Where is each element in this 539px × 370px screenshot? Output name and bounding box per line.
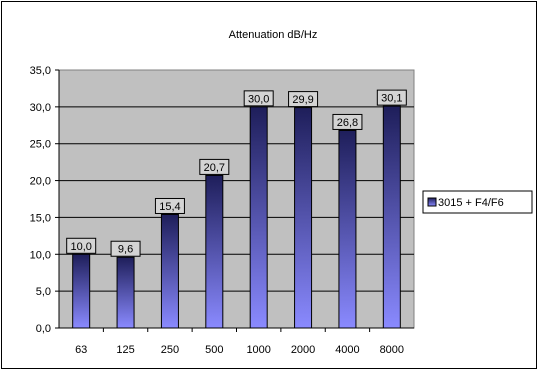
legend-swatch bbox=[427, 197, 437, 207]
bar bbox=[338, 129, 357, 329]
data-label: 15,4 bbox=[159, 201, 180, 213]
data-label-box bbox=[243, 90, 274, 107]
x-tick-label: 1000 bbox=[246, 344, 270, 356]
x-tick-label: 2000 bbox=[291, 344, 315, 356]
data-label-box bbox=[288, 91, 319, 108]
data-label: 30,1 bbox=[381, 93, 402, 105]
bar bbox=[116, 256, 135, 329]
y-tick-label: 35,0 bbox=[30, 65, 51, 77]
bar bbox=[249, 106, 268, 329]
bar bbox=[205, 174, 224, 329]
x-tick-label: 8000 bbox=[380, 344, 404, 356]
data-label: 20,7 bbox=[204, 162, 225, 174]
bar bbox=[382, 105, 401, 329]
y-tick-label: 10,0 bbox=[30, 249, 51, 261]
x-tick-label: 63 bbox=[75, 344, 87, 356]
bar bbox=[160, 213, 179, 329]
data-label-box bbox=[199, 158, 230, 175]
y-tick-label: 20,0 bbox=[30, 176, 51, 188]
y-tick-label: 15,0 bbox=[30, 212, 51, 224]
data-label: 10,0 bbox=[70, 241, 91, 253]
data-label-box bbox=[66, 237, 97, 254]
x-tick-label: 4000 bbox=[335, 344, 359, 356]
x-tick-label: 250 bbox=[161, 344, 179, 356]
legend-box bbox=[422, 190, 533, 214]
data-label: 29,9 bbox=[292, 94, 313, 106]
legend-label: 3015 + F4/F6 bbox=[438, 197, 504, 209]
y-tick-label: 30,0 bbox=[30, 102, 51, 114]
y-tick-label: 25,0 bbox=[30, 139, 51, 151]
chart-title: Attenuation dB/Hz bbox=[229, 29, 318, 41]
data-label-box bbox=[376, 89, 407, 106]
data-label-box bbox=[154, 197, 185, 214]
plot-area bbox=[58, 69, 415, 329]
data-label-box bbox=[332, 113, 363, 130]
data-label: 26,8 bbox=[337, 117, 358, 129]
x-tick-label: 500 bbox=[205, 344, 223, 356]
data-label-box bbox=[110, 240, 141, 257]
data-label: 30,0 bbox=[248, 93, 269, 105]
bar bbox=[294, 107, 313, 329]
data-label: 9,6 bbox=[118, 244, 133, 256]
y-tick-label: 0,0 bbox=[36, 323, 51, 335]
x-tick-label: 125 bbox=[116, 344, 134, 356]
y-tick-label: 5,0 bbox=[36, 286, 51, 298]
bar bbox=[72, 253, 91, 329]
